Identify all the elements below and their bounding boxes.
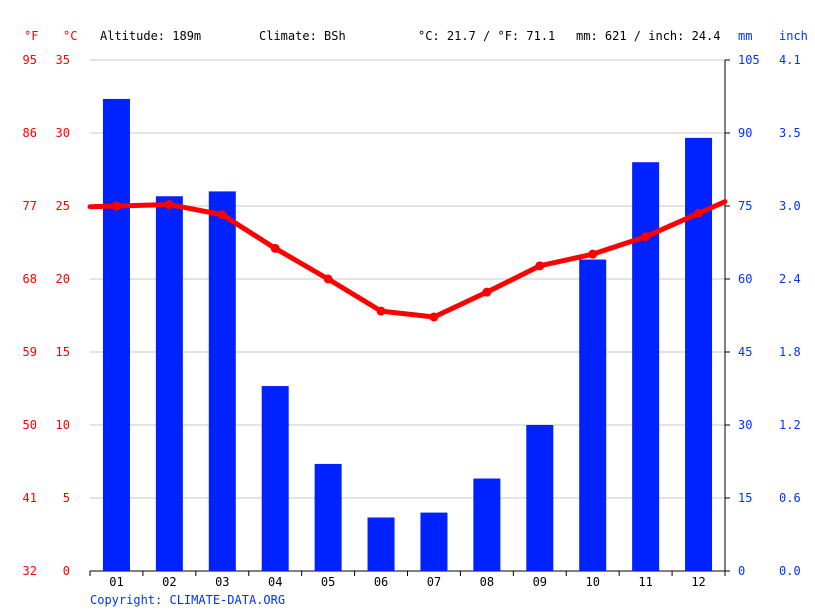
precipitation-bar: [526, 425, 554, 571]
temperature-point: [270, 243, 280, 253]
mm-tick-label: 30: [738, 418, 752, 432]
celsius-tick-label: 15: [56, 345, 70, 359]
mm-unit-label: mm: [738, 29, 752, 43]
precipitation-bar: [473, 478, 501, 571]
axis-ticks: [89, 59, 730, 576]
fahrenheit-tick-label: 86: [23, 126, 37, 140]
month-tick-label: 06: [374, 575, 388, 589]
celsius-tick-label: 35: [56, 53, 70, 67]
fahrenheit-tick-label: 32: [23, 564, 37, 578]
temperature-point: [535, 261, 545, 271]
copyright-text: Copyright: CLIMATE-DATA.ORG: [90, 593, 285, 607]
inch-tick-label: 4.1: [779, 53, 801, 67]
temperature-point: [588, 249, 598, 259]
inch-tick-label: 3.5: [779, 126, 801, 140]
mm-tick-label: 90: [738, 126, 752, 140]
inch-tick-label: 1.2: [779, 418, 801, 432]
mm-tick-label: 105: [738, 53, 760, 67]
axis-labels: 32 0 0 0.0 41 5 15 0.6 50 10 30 1.2 59 15 45 1.8 68 20 60 2…: [23, 53, 801, 589]
month-tick-label: 05: [321, 575, 335, 589]
precipitation-bar: [420, 512, 448, 571]
month-tick-label: 10: [585, 575, 599, 589]
precipitation-bar: [208, 191, 236, 571]
celsius-tick-label: 0: [63, 564, 70, 578]
mm-tick-label: 15: [738, 491, 752, 505]
month-tick-label: 02: [162, 575, 176, 589]
celsius-unit-label: °C: [63, 29, 77, 43]
precipitation-bar: [314, 463, 342, 571]
temperature-polyline: [87, 199, 728, 320]
fahrenheit-tick-label: 77: [23, 199, 37, 213]
fahrenheit-tick-label: 68: [23, 272, 37, 286]
temperature-point: [164, 200, 174, 210]
mm-tick-label: 60: [738, 272, 752, 286]
fahrenheit-tick-label: 59: [23, 345, 37, 359]
month-tick-label: 07: [427, 575, 441, 589]
celsius-tick-label: 20: [56, 272, 70, 286]
mm-tick-label: 0: [738, 564, 745, 578]
month-tick-label: 08: [480, 575, 494, 589]
precipitation-bar: [579, 259, 607, 571]
celsius-tick-label: 5: [63, 491, 70, 505]
month-tick-label: 04: [268, 575, 282, 589]
average-temperature-label: °C: 21.7 / °F: 71.1: [418, 29, 555, 43]
inch-unit-label: inch: [779, 29, 808, 43]
climate-label: Climate: BSh: [259, 29, 346, 43]
precipitation-bar: [261, 386, 289, 571]
temperature-point: [694, 208, 704, 218]
mm-tick-label: 75: [738, 199, 752, 213]
precipitation-bar: [632, 162, 660, 571]
temperature-point: [641, 232, 651, 242]
precipitation-bar: [367, 517, 395, 571]
month-tick-label: 01: [109, 575, 123, 589]
precipitation-bar: [155, 196, 183, 571]
celsius-tick-label: 25: [56, 199, 70, 213]
fahrenheit-unit-label: °F: [24, 29, 38, 43]
temperature-line: [87, 199, 728, 322]
temperature-point: [429, 312, 439, 322]
inch-tick-label: 0.6: [779, 491, 801, 505]
temperature-point: [482, 287, 492, 297]
fahrenheit-tick-label: 41: [23, 491, 37, 505]
inch-tick-label: 1.8: [779, 345, 801, 359]
inch-tick-label: 3.0: [779, 199, 801, 213]
inch-tick-label: 0.0: [779, 564, 801, 578]
celsius-tick-label: 10: [56, 418, 70, 432]
precipitation-total-label: mm: 621 / inch: 24.4: [576, 29, 721, 43]
altitude-label: Altitude: 189m: [100, 29, 201, 43]
gridlines: [90, 59, 725, 499]
fahrenheit-tick-label: 95: [23, 53, 37, 67]
month-tick-label: 09: [533, 575, 547, 589]
month-tick-label: 11: [638, 575, 652, 589]
fahrenheit-tick-label: 50: [23, 418, 37, 432]
temperature-point: [217, 210, 227, 220]
month-tick-label: 03: [215, 575, 229, 589]
precipitation-bar: [685, 137, 713, 571]
temperature-point: [111, 201, 121, 211]
temperature-point: [376, 306, 386, 316]
celsius-tick-label: 30: [56, 126, 70, 140]
precipitation-bar: [102, 98, 130, 571]
month-tick-label: 12: [691, 575, 705, 589]
precipitation-bars: [102, 98, 713, 571]
mm-tick-label: 45: [738, 345, 752, 359]
temperature-point: [323, 274, 333, 284]
inch-tick-label: 2.4: [779, 272, 801, 286]
